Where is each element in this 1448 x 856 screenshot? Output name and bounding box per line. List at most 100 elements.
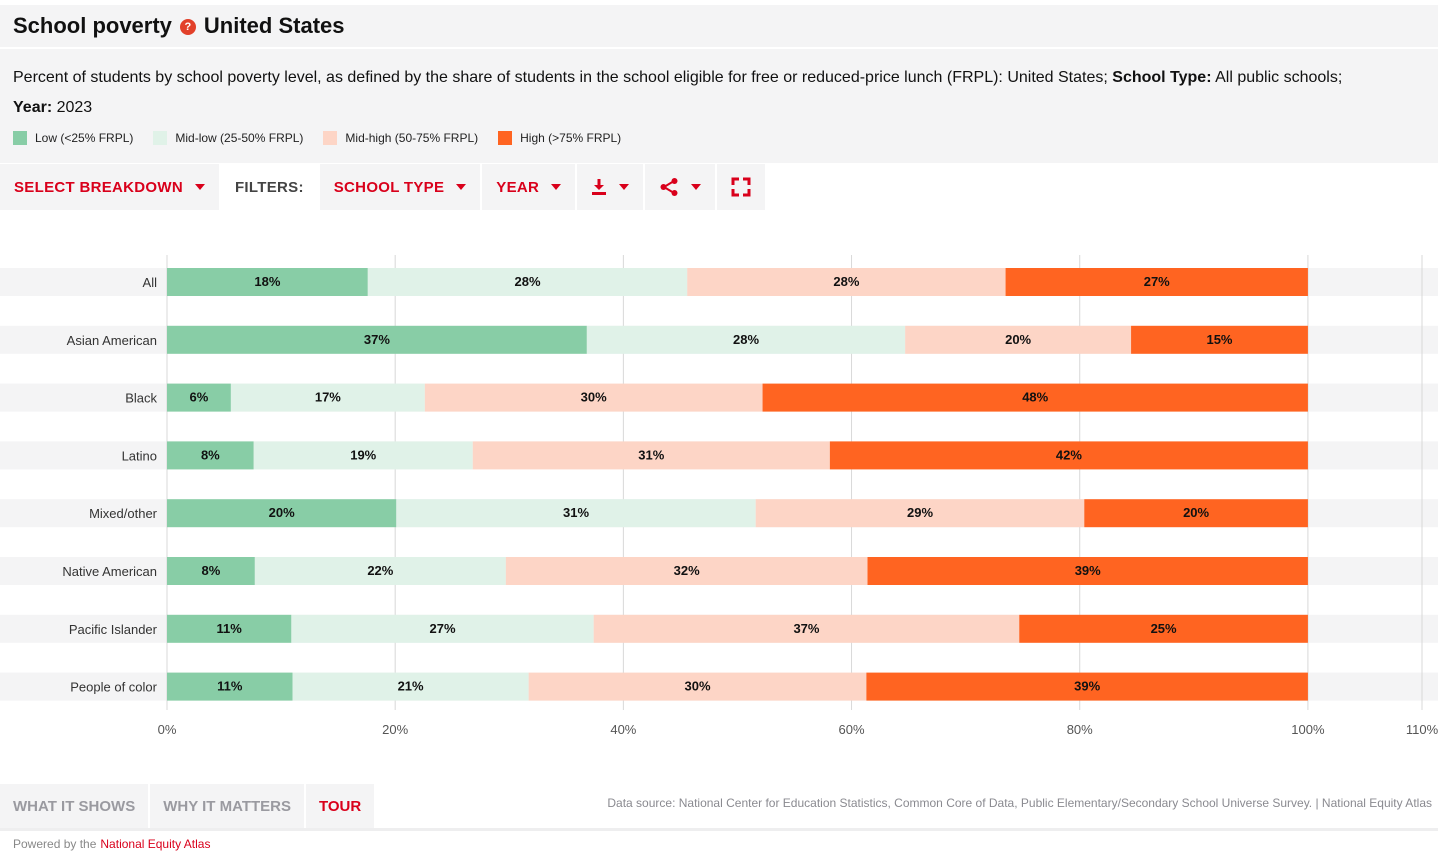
bar-native-american-0 [167, 557, 255, 585]
data-label-asian-american-2: 20% [1005, 332, 1031, 347]
school-type-dropdown[interactable]: SCHOOL TYPE [319, 164, 481, 210]
download-button[interactable] [577, 164, 644, 210]
select-breakdown-label: SELECT BREAKDOWN [14, 178, 183, 196]
indicator-title: School poverty [13, 13, 172, 38]
tab-tour[interactable]: TOUR [306, 784, 375, 828]
data-label-latino-3: 42% [1056, 447, 1082, 462]
data-label-native-american-2: 32% [674, 563, 700, 578]
year-dropdown-label: YEAR [496, 178, 540, 196]
data-label-native-american-3: 39% [1075, 563, 1101, 578]
chart-subtitle: Percent of students by school poverty le… [13, 63, 1423, 123]
data-label-native-american-0: 8% [202, 563, 221, 578]
legend-swatch-low [13, 131, 27, 145]
bar-mixed-other-1 [396, 499, 756, 528]
legend-label-high: High (>75% FRPL) [520, 131, 622, 145]
data-label-black-3: 48% [1022, 390, 1048, 405]
year-dropdown[interactable]: YEAR [482, 164, 576, 210]
x-tick-label-100: 100% [1291, 722, 1325, 737]
bar-all-1 [367, 268, 688, 296]
x-tick-label-20: 20% [382, 722, 408, 737]
question-icon[interactable]: ? [179, 19, 196, 35]
data-label-latino-0: 8% [201, 447, 220, 462]
tab-what-it-shows[interactable]: WHAT IT SHOWS [0, 784, 149, 828]
brand-link[interactable]: National Equity Atlas [100, 836, 211, 851]
legend-label-low: Low (<25% FRPL) [35, 131, 134, 145]
data-label-people-of-color-3: 39% [1074, 679, 1100, 694]
toolbar: SELECT BREAKDOWN FILTERS: SCHOOL TYPE YE… [0, 164, 767, 210]
data-label-black-0: 6% [190, 390, 209, 405]
category-label-all: All [143, 275, 158, 290]
data-label-mixed-other-2: 29% [907, 505, 933, 520]
bar-people-of-color-0 [167, 672, 293, 701]
legend-swatch-mid-high [323, 131, 338, 145]
data-label-black-2: 30% [581, 390, 607, 405]
data-label-all-0: 18% [254, 274, 280, 289]
bar-latino-1 [253, 441, 473, 470]
bar-native-american-3 [867, 557, 1308, 585]
bar-mixed-other-3 [1084, 499, 1308, 528]
fullscreen-icon [731, 177, 751, 197]
data-label-latino-2: 31% [638, 447, 664, 462]
category-label-mixed-other: Mixed/other [89, 506, 158, 521]
legend-item-low: Low (<25% FRPL) [13, 131, 133, 145]
bar-mixed-other-2 [755, 499, 1085, 528]
subtitle-text: Percent of students by school poverty le… [13, 69, 1108, 86]
legend-swatch-high [498, 131, 513, 145]
geography-title: United States [203, 13, 345, 38]
legend-label-mid-low: Mid-low (25-50% FRPL) [175, 131, 304, 145]
bar-latino-0 [167, 441, 254, 470]
year-label: Year: [13, 99, 53, 116]
data-label-mixed-other-1: 31% [563, 505, 589, 520]
bar-black-0 [167, 383, 231, 412]
x-tick-label-0: 0% [158, 722, 177, 737]
tab-why-it-matters[interactable]: WHY IT MATTERS [150, 784, 304, 828]
bar-all-0 [167, 268, 368, 296]
bar-asian-american-3 [1131, 325, 1308, 354]
data-label-pacific-islander-2: 37% [793, 621, 819, 636]
chart-header: School poverty ? United States Percent o… [0, 5, 1438, 163]
page-title: School poverty ? United States [13, 13, 345, 39]
x-tick-label-80: 80% [1067, 722, 1093, 737]
stacked-bar-chart: 18% 28% 28% 27% All 37% 28% 20% 15% Asian America… [0, 255, 1439, 737]
category-label-pacific-islander: Pacific Islander [69, 622, 158, 637]
category-label-people-of-color: People of color [70, 680, 157, 695]
x-tick-label-110: 110% [1406, 722, 1439, 737]
data-label-pacific-islander-0: 11% [217, 621, 243, 636]
category-label-black: Black [125, 391, 157, 406]
bar-black-1 [230, 383, 425, 412]
school-type-label: School Type: [1112, 69, 1212, 86]
fullscreen-button[interactable] [717, 164, 766, 210]
share-button[interactable] [645, 164, 716, 210]
data-label-people-of-color-0: 11% [217, 679, 243, 694]
x-tick-label-40: 40% [610, 722, 636, 737]
school-type-value: All public schools; [1215, 69, 1343, 86]
x-tick-label-60: 60% [839, 722, 865, 737]
category-label-asian-american: Asian American [67, 333, 157, 348]
select-breakdown-dropdown[interactable]: SELECT BREAKDOWN [0, 164, 219, 210]
bar-latino-3 [829, 441, 1308, 470]
bar-people-of-color-3 [866, 672, 1308, 701]
data-label-asian-american-1: 28% [733, 332, 759, 347]
bar-latino-2 [472, 441, 830, 470]
data-label-black-1: 17% [315, 390, 341, 405]
legend-item-high: High (>75% FRPL) [498, 131, 621, 145]
bar-black-3 [762, 383, 1308, 412]
bar-pacific-islander-1 [291, 614, 594, 643]
bar-people-of-color-2 [528, 672, 867, 701]
category-label-latino: Latino [122, 448, 157, 463]
legend-item-mid-high: Mid-high (50-75% FRPL) [323, 131, 478, 145]
legend-item-mid-low: Mid-low (25-50% FRPL) [153, 131, 303, 145]
bottom-tabs: WHAT IT SHOWS WHY IT MATTERS TOUR [0, 784, 376, 828]
data-label-all-3: 27% [1144, 274, 1170, 289]
data-label-all-1: 28% [515, 274, 541, 289]
footer: Powered by the National Equity Atlas [0, 828, 1438, 856]
category-label-native-american: Native American [62, 564, 157, 579]
data-label-pacific-islander-3: 25% [1151, 621, 1177, 636]
filters-label: FILTERS: [220, 164, 318, 210]
chevron-down-icon [691, 184, 702, 190]
chevron-down-icon [551, 184, 562, 190]
title-row: School poverty ? United States [0, 5, 1438, 49]
legend: Low (<25% FRPL) Mid-low (25-50% FRPL) Mi… [13, 131, 621, 145]
bar-native-american-2 [505, 557, 868, 585]
year-value: 2023 [56, 99, 93, 116]
